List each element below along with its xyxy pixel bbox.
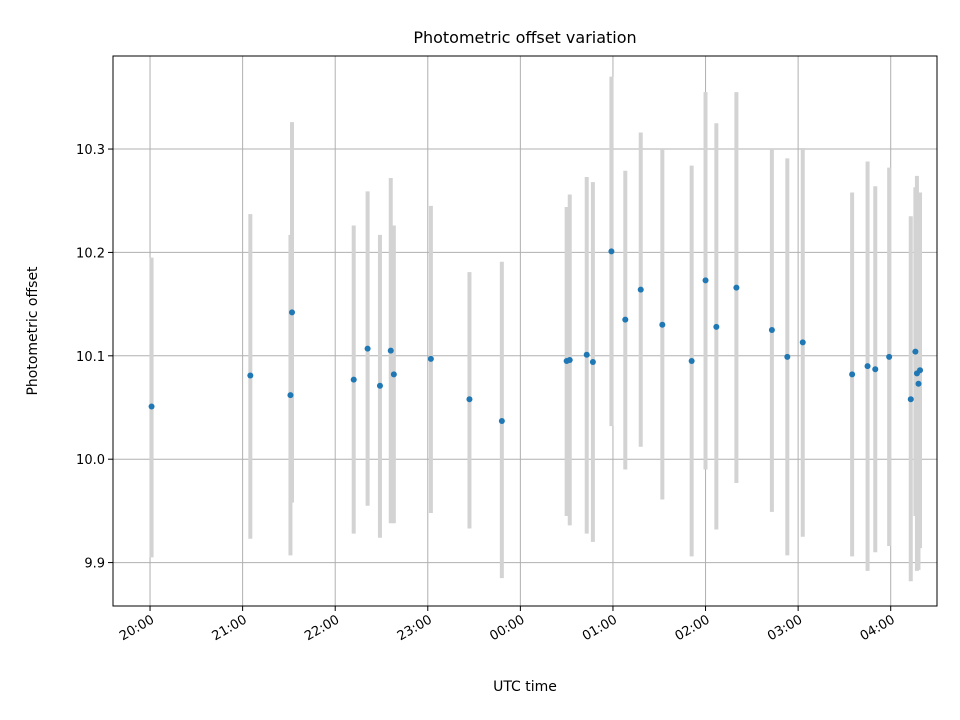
point-layer <box>148 248 924 424</box>
data-point <box>784 353 791 360</box>
data-point <box>148 403 155 410</box>
chart-title: Photometric offset variation <box>413 28 636 47</box>
y-tick-label: 9.9 <box>84 557 105 572</box>
x-axis-label: UTC time <box>493 679 557 695</box>
data-point <box>688 357 695 364</box>
data-point <box>622 316 629 323</box>
data-point <box>872 366 879 373</box>
data-point <box>637 286 644 293</box>
data-point <box>376 382 383 389</box>
data-point <box>886 353 893 360</box>
data-point <box>287 392 294 399</box>
data-point <box>915 380 922 387</box>
y-axis-label: Photometric offset <box>25 266 41 396</box>
y-tick-label: 10.2 <box>76 246 105 261</box>
data-point <box>912 348 919 355</box>
data-point <box>659 321 666 328</box>
data-point <box>247 372 254 379</box>
data-point <box>702 277 709 284</box>
data-point <box>799 339 806 346</box>
data-point <box>849 371 856 378</box>
data-point <box>583 351 590 358</box>
y-tick-label: 10.1 <box>76 350 105 365</box>
data-point <box>768 326 775 333</box>
data-point <box>427 355 434 362</box>
data-point <box>608 248 615 255</box>
data-point <box>589 359 596 366</box>
y-tick-label: 10.3 <box>76 143 105 158</box>
data-point <box>864 363 871 370</box>
data-point <box>350 376 357 383</box>
data-point <box>907 396 914 403</box>
data-point <box>733 284 740 291</box>
data-point <box>387 347 394 354</box>
data-point <box>466 396 473 403</box>
data-point <box>364 345 371 352</box>
data-point <box>713 323 720 330</box>
data-point <box>390 371 397 378</box>
plot-frame <box>112 55 938 607</box>
data-point <box>288 309 295 316</box>
y-tick-label: 10.0 <box>76 453 105 468</box>
data-point <box>566 356 573 363</box>
data-point <box>917 367 924 374</box>
data-point <box>498 417 505 424</box>
